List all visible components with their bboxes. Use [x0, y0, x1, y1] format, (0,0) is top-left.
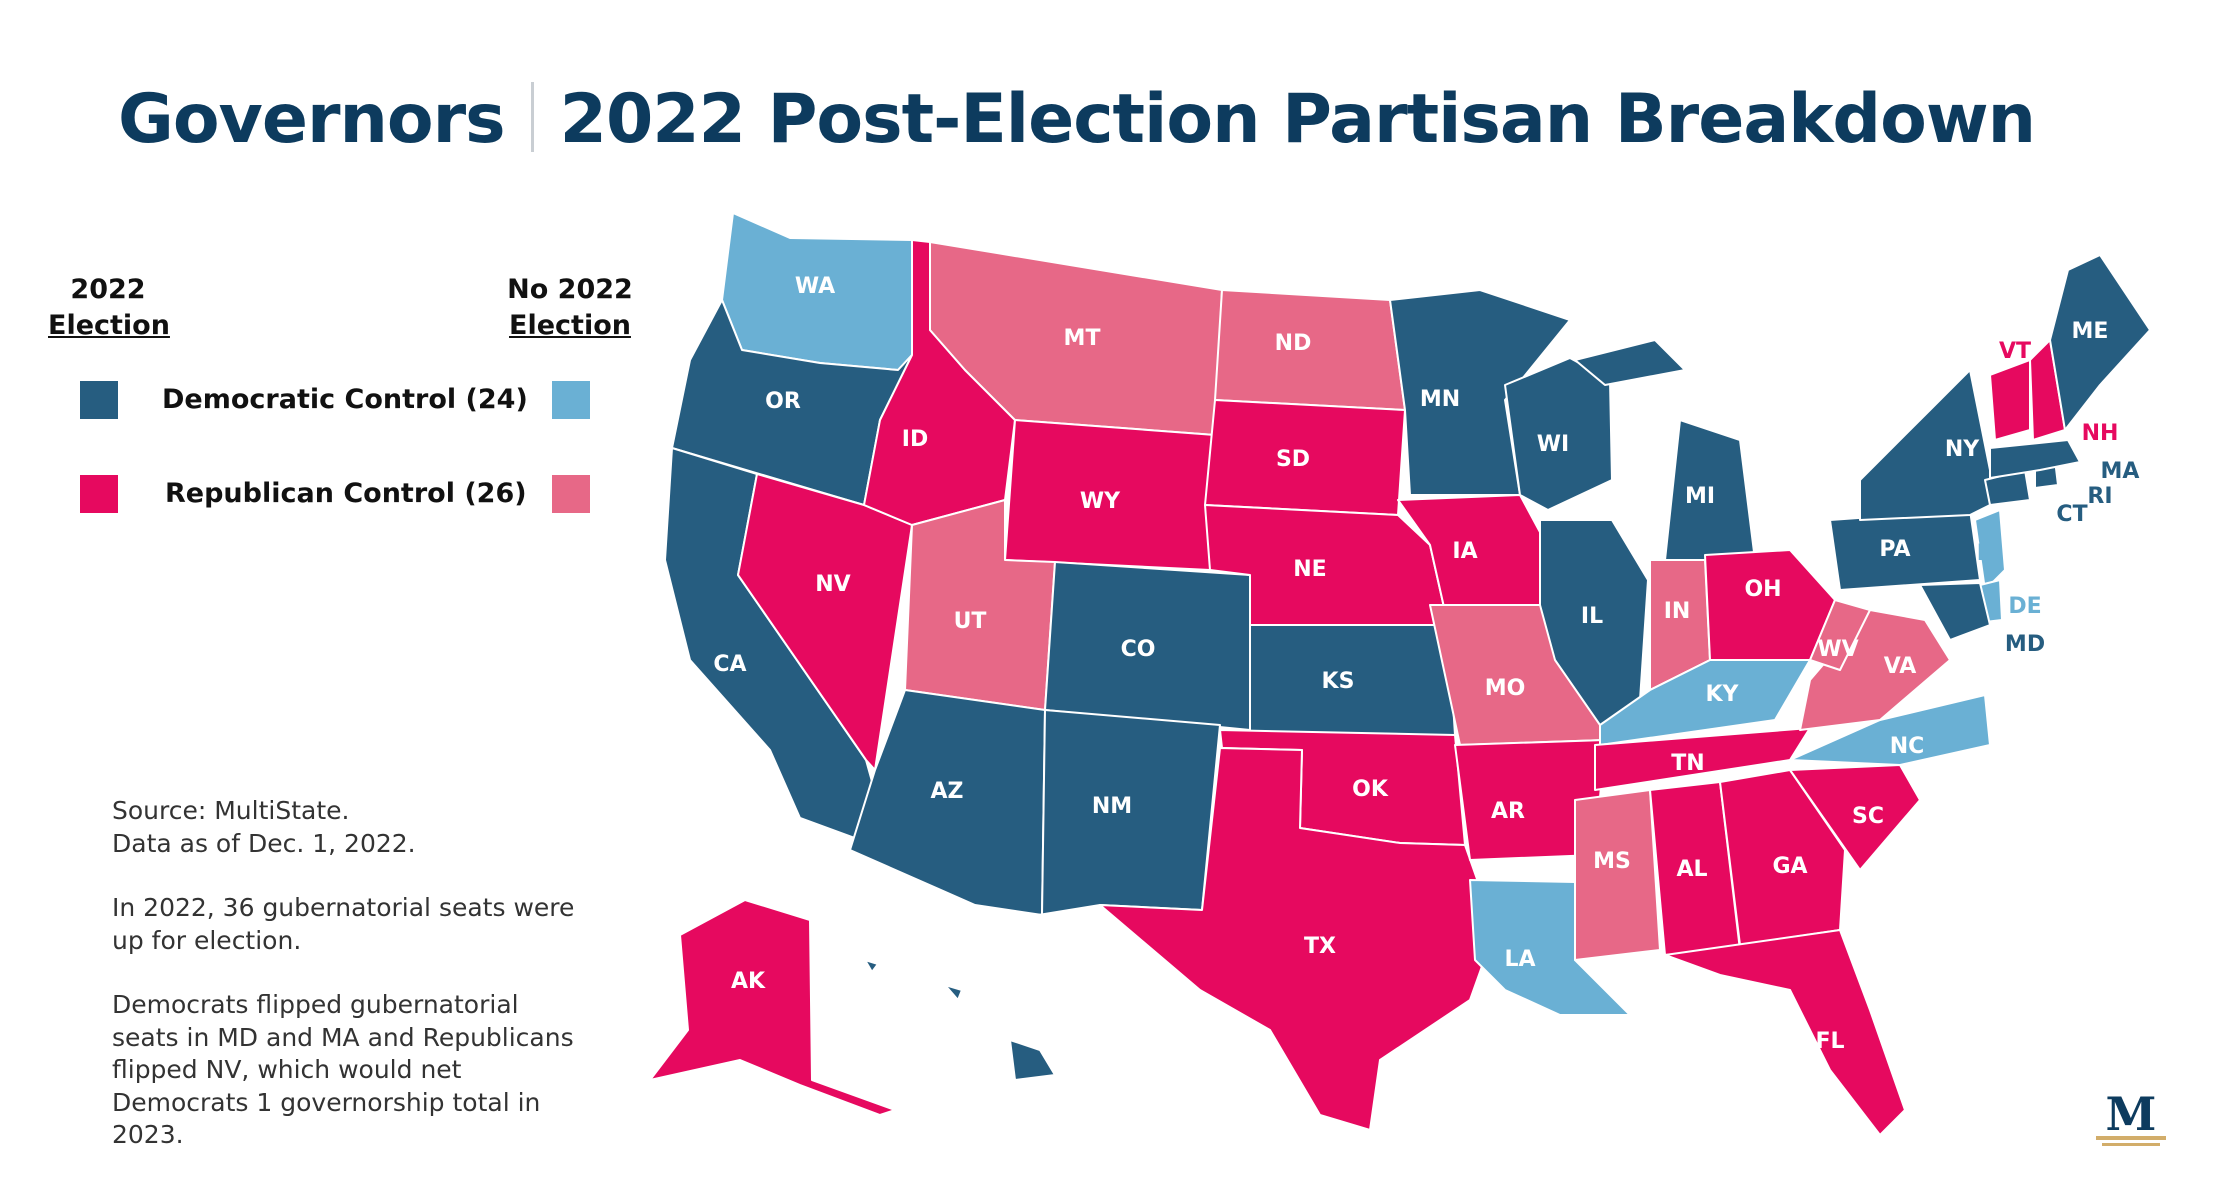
legend-heading-no-election: No 2022 Election: [495, 272, 645, 344]
state-label-nd: ND: [1275, 331, 1312, 356]
state-vt: [1989, 359, 2031, 441]
multistate-m-logo: M: [2096, 1090, 2166, 1146]
seats-note: In 2022, 36 gubernatorial seats were up …: [112, 893, 575, 955]
state-wv: [1809, 599, 1871, 671]
state-label-nh: NH: [2082, 421, 2119, 446]
state-label-va: VA: [1884, 654, 1917, 679]
state-label-sd: SD: [1276, 447, 1310, 472]
state-label-ms: MS: [1593, 849, 1631, 874]
state-label-ar: AR: [1491, 799, 1525, 824]
state-label-tx: TX: [1304, 934, 1336, 959]
legend-heading-election: 2022 Election: [48, 272, 170, 344]
state-label-tn: TN: [1671, 751, 1704, 776]
state-label-nv: NV: [815, 572, 850, 597]
state-md: [1919, 582, 1991, 641]
state-label-ca: CA: [713, 652, 746, 677]
page-title: Governors 2022 Post-Election Partisan Bre…: [118, 80, 2036, 159]
state-label-nm: NM: [1092, 794, 1132, 819]
state-label-me: ME: [2072, 319, 2109, 344]
state-label-mn: MN: [1420, 387, 1460, 412]
state-wi: [1504, 357, 1613, 511]
legend-heading-election-line1: 2022: [70, 274, 146, 305]
state-label-pa: PA: [1879, 537, 1910, 562]
state-label-ia: IA: [1452, 539, 1477, 564]
state-ms: [1574, 789, 1661, 961]
state-hi: [864, 959, 1056, 1081]
state-label-ri: RI: [2087, 484, 2112, 509]
notes-panel: Source: MultiState. Data as of Dec. 1, 20…: [112, 795, 582, 1184]
state-label-ks: KS: [1322, 669, 1355, 694]
state-nj: [1974, 509, 2006, 591]
state-label-oh: OH: [1744, 577, 1781, 602]
source-note: Source: MultiState.: [112, 796, 350, 825]
state-label-mo: MO: [1485, 676, 1526, 701]
state-label-or: OR: [765, 389, 801, 414]
state-oh: [1704, 549, 1836, 661]
state-label-ok: OK: [1352, 777, 1389, 802]
legend-swatch-dem-no-election: [552, 381, 590, 419]
state-label-md: MD: [2005, 632, 2045, 657]
state-label-co: CO: [1121, 637, 1156, 662]
state-label-ga: GA: [1772, 854, 1807, 879]
state-ga: [1719, 769, 1846, 946]
state-label-nj: NJ: [1977, 541, 2004, 566]
state-label-wa: WA: [795, 274, 835, 299]
state-sc: [1789, 764, 1921, 871]
title-part1: Governors: [118, 80, 506, 159]
state-label-il: IL: [1581, 604, 1603, 629]
state-nc: [1789, 694, 1991, 766]
state-label-al: AL: [1676, 857, 1707, 882]
state-tx: [1099, 747, 1496, 1131]
state-label-az: AZ: [931, 779, 964, 804]
state-label-mi: MI: [1685, 484, 1715, 509]
state-me: [2049, 254, 2151, 431]
state-label-ct: CT: [2056, 502, 2087, 527]
title-part2: 2022 Post-Election Partisan Breakdown: [559, 80, 2036, 159]
state-label-in: IN: [1664, 599, 1691, 624]
legend-swatch-dem-election: [80, 381, 118, 419]
data-date-note: Data as of Dec. 1, 2022.: [112, 828, 416, 858]
state-label-mt: MT: [1064, 326, 1101, 351]
state-label-wi: WI: [1537, 432, 1569, 457]
legend-swatch-rep-no-election: [552, 475, 590, 513]
state-label-nc: NC: [1890, 734, 1925, 759]
state-label-sc: SC: [1852, 804, 1884, 829]
state-label-hi: HI: [967, 1049, 994, 1074]
svg-text:M: M: [2106, 1090, 2157, 1141]
state-label-id: ID: [902, 427, 928, 452]
legend-heading-election-line2: Election: [48, 310, 170, 341]
state-label-wv: WV: [1817, 637, 1858, 662]
state-mn: [1389, 289, 1571, 496]
title-divider: [530, 82, 534, 152]
state-label-ne: NE: [1293, 557, 1326, 582]
state-label-ny: NY: [1945, 437, 1980, 462]
state-label-de: DE: [2008, 594, 2041, 619]
state-label-fl: FL: [1815, 1029, 1844, 1054]
state-ma: [1989, 439, 2081, 479]
state-label-ut: UT: [954, 609, 987, 634]
legend-label-rep: Republican Control (26): [165, 478, 527, 509]
state-label-ma: MA: [2101, 459, 2140, 484]
state-label-ky: KY: [1706, 682, 1740, 707]
flips-note: Democrats flipped gubernatorial seats in…: [112, 990, 574, 1149]
legend-swatch-rep-election: [80, 475, 118, 513]
state-ak: [649, 899, 896, 1116]
state-fl: [1664, 929, 1906, 1136]
state-label-ak: AK: [731, 969, 766, 994]
state-label-la: LA: [1504, 947, 1535, 972]
state-label-wy: WY: [1080, 489, 1121, 514]
legend-label-dem: Democratic Control (24): [162, 384, 528, 415]
legend-heading-no-election-line1: No 2022: [507, 274, 633, 305]
state-label-vt: VT: [1999, 339, 2031, 364]
legend-heading-no-election-line2: Election: [509, 310, 631, 341]
